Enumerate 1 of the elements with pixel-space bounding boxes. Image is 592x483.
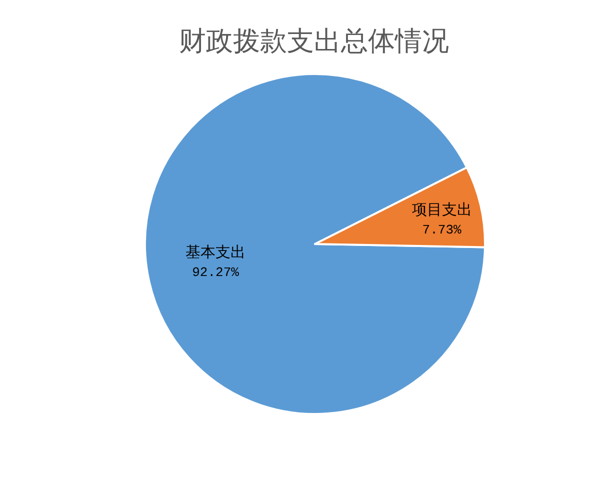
title: 财政拨款支出总体情况	[179, 26, 449, 57]
